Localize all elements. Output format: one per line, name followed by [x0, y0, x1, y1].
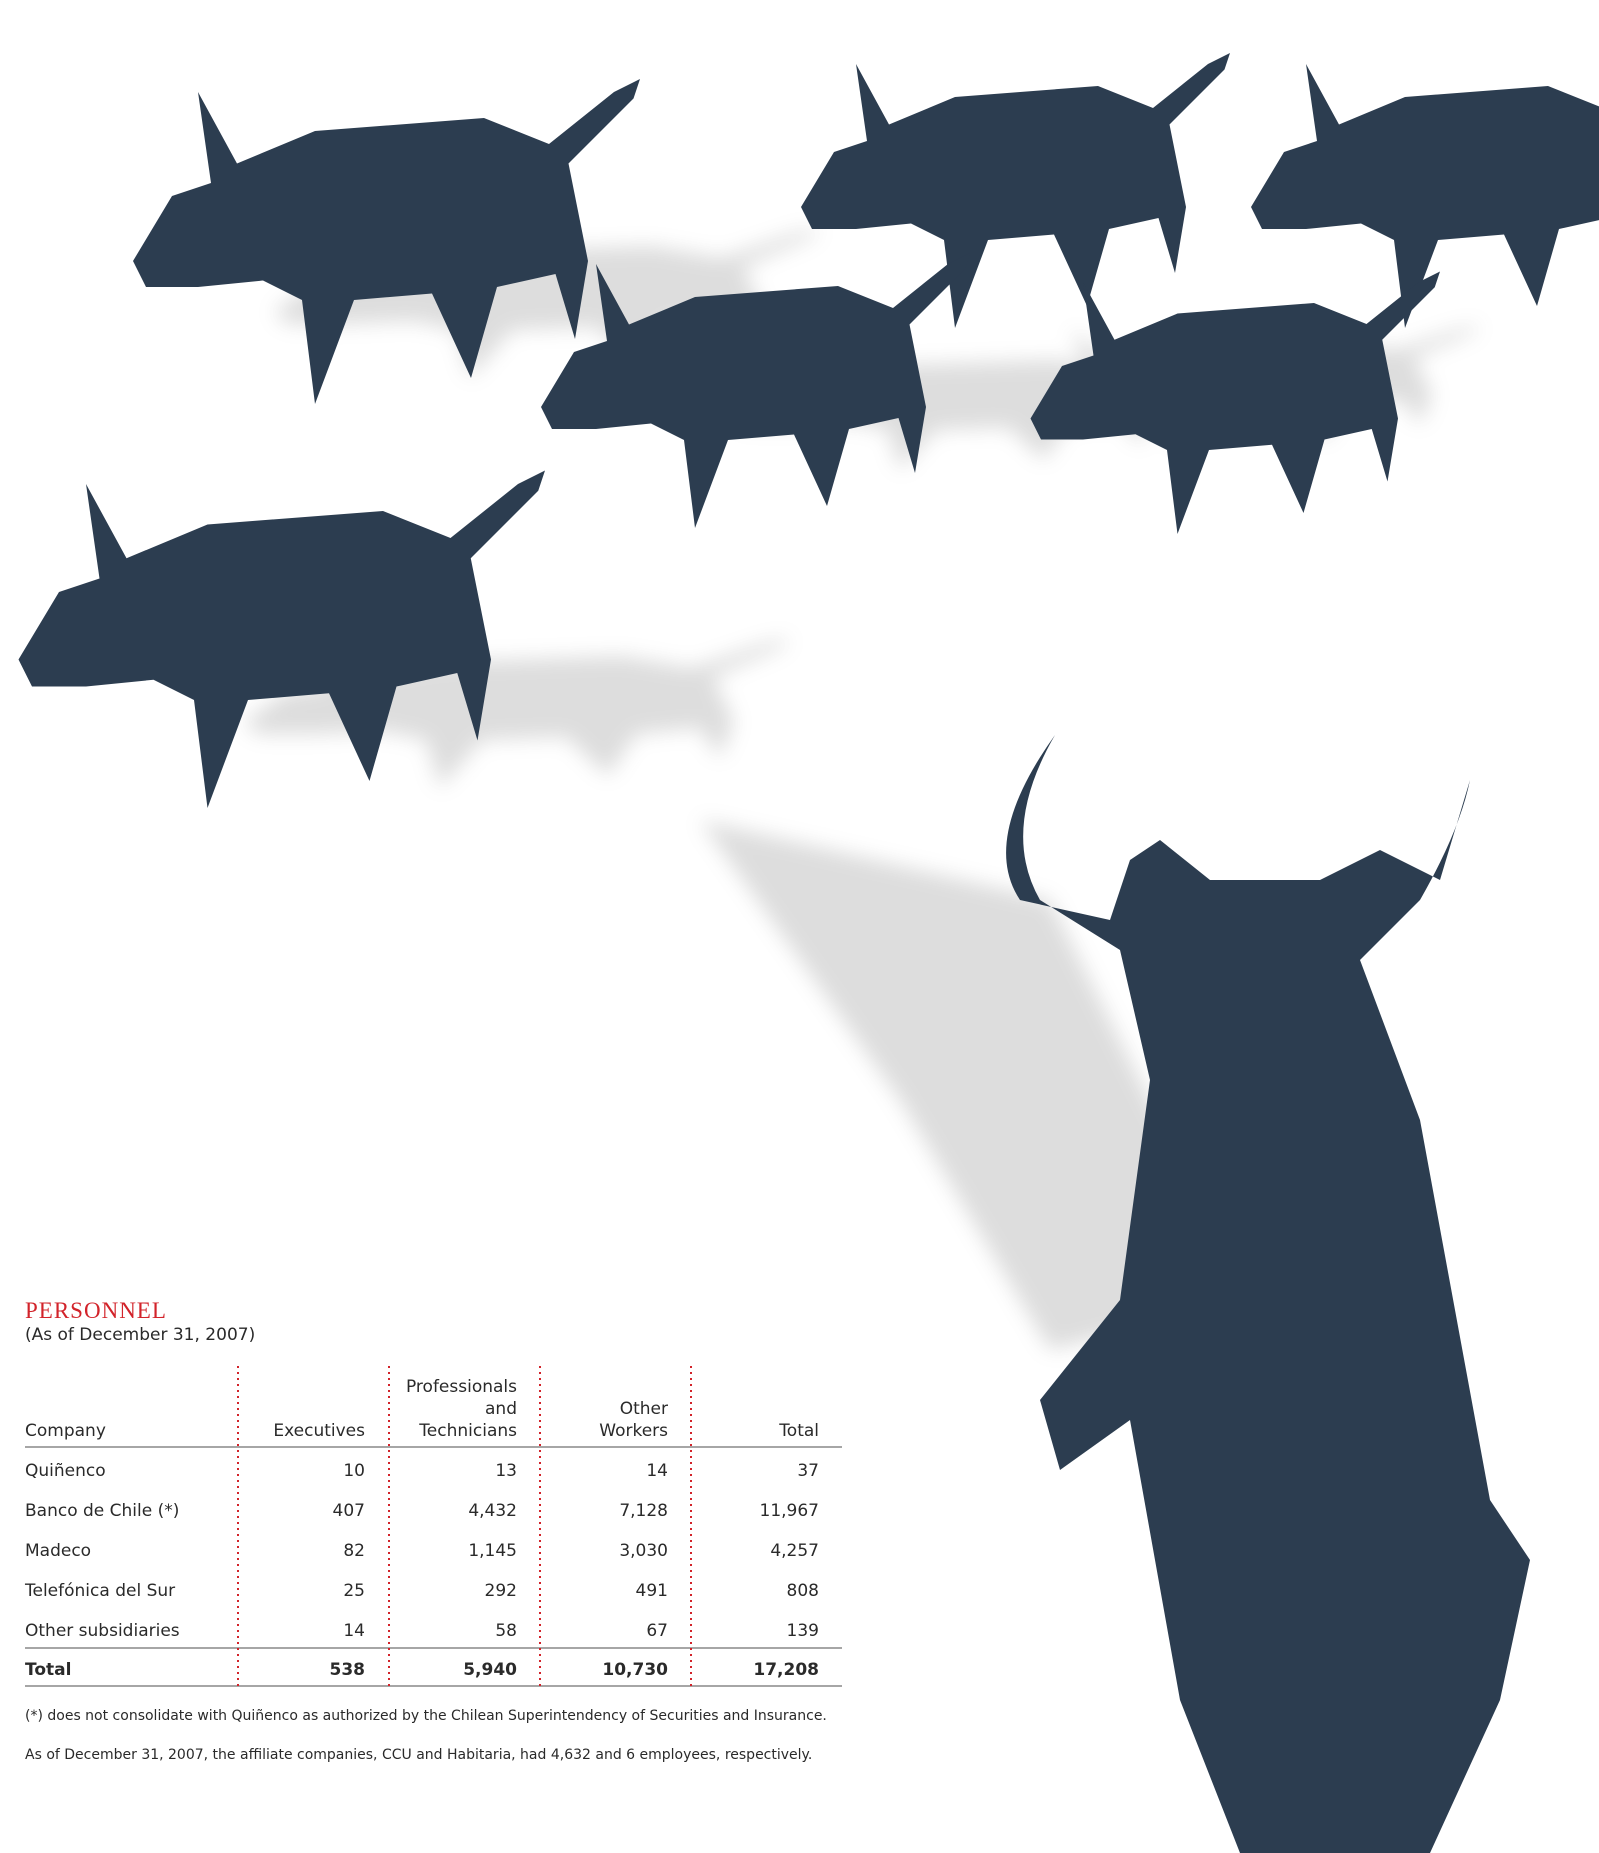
footnote: (*) does not consolidate with Quiñenco a…	[25, 1708, 827, 1724]
row-label: Other subsidiaries	[25, 1621, 180, 1641]
total-cell: Total	[25, 1660, 71, 1680]
column-header: Total	[778, 1421, 819, 1441]
row-label: Quiñenco	[25, 1461, 106, 1481]
cell: 7,128	[619, 1501, 668, 1521]
page-canvas: PERSONNEL(As of December 31, 2007) Compan…	[0, 0, 1599, 1853]
column-header: Professionals	[406, 1377, 517, 1397]
cell: 58	[495, 1621, 517, 1641]
cell: 14	[343, 1621, 365, 1641]
cell: 13	[495, 1461, 517, 1481]
cell: 808	[787, 1581, 819, 1601]
cell: 4,432	[468, 1501, 517, 1521]
cell: 10	[343, 1461, 365, 1481]
row-label: Banco de Chile (*)	[25, 1501, 179, 1521]
cell: 1,145	[468, 1541, 517, 1561]
total-cell: 10,730	[602, 1660, 668, 1680]
cell: 491	[636, 1581, 668, 1601]
title: PERSONNEL	[25, 1298, 167, 1323]
total-cell: 17,208	[753, 1660, 819, 1680]
column-header: Company	[25, 1421, 106, 1441]
cell: 407	[333, 1501, 365, 1521]
row-label: Madeco	[25, 1541, 91, 1561]
row-label: Telefónica del Sur	[24, 1581, 175, 1601]
cell: 139	[787, 1621, 819, 1641]
column-header: Workers	[599, 1421, 668, 1441]
cell: 37	[797, 1461, 819, 1481]
cell: 25	[343, 1581, 365, 1601]
column-header: Other	[620, 1399, 668, 1419]
column-header: Technicians	[418, 1421, 517, 1441]
subtitle: (As of December 31, 2007)	[25, 1325, 255, 1345]
page: PERSONNEL(As of December 31, 2007) Compan…	[0, 0, 1599, 1853]
cell: 4,257	[770, 1541, 819, 1561]
cell: 3,030	[619, 1541, 668, 1561]
column-header: Executives	[273, 1421, 365, 1441]
total-cell: 538	[330, 1660, 366, 1680]
cell: 292	[485, 1581, 517, 1601]
cell: 67	[646, 1621, 668, 1641]
column-header: and	[485, 1399, 517, 1419]
cell: 11,967	[760, 1501, 819, 1521]
total-cell: 5,940	[463, 1660, 517, 1680]
cell: 82	[343, 1541, 365, 1561]
cell: 14	[646, 1461, 668, 1481]
footnote: As of December 31, 2007, the affiliate c…	[25, 1747, 812, 1763]
